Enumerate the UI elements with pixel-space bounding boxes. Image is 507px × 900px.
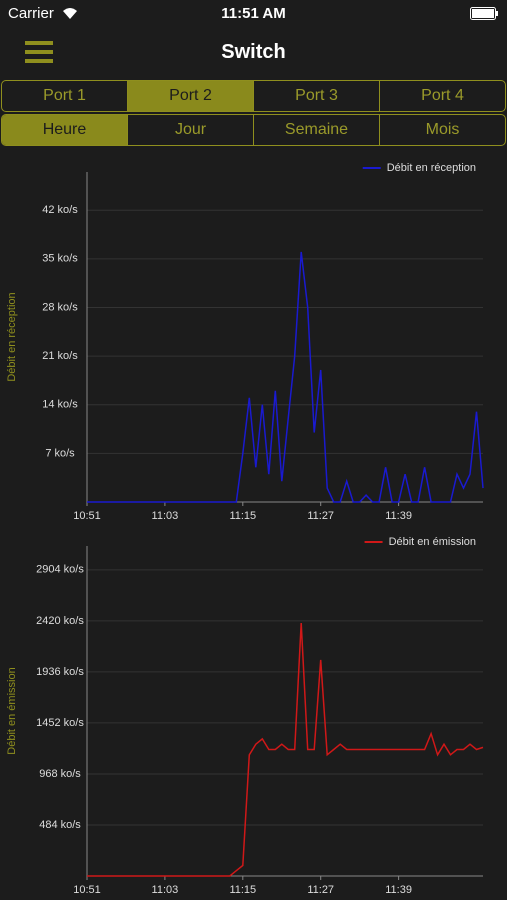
data-line — [87, 622, 484, 877]
nav-bar: Switch — [0, 28, 507, 76]
menu-button[interactable] — [25, 41, 53, 63]
x-tick-label: 11:15 — [229, 884, 256, 896]
y-tick-label: 1452 ko/s — [36, 717, 84, 729]
legend-label: Débit en réception — [387, 162, 476, 174]
x-tick-label: 11:03 — [152, 884, 179, 896]
y-tick-label: 484 ko/s — [39, 819, 81, 831]
y-tick-label: 7 ko/s — [45, 447, 75, 459]
carrier: Carrier — [8, 5, 54, 22]
y-tick-label: 21 ko/s — [42, 350, 78, 362]
y-tick-label: 28 ko/s — [42, 301, 78, 313]
x-tick-label: 11:27 — [307, 510, 334, 522]
y-tick-label: 42 ko/s — [42, 204, 78, 216]
status-bar: Carrier 11:51 AM — [0, 0, 507, 28]
y-axis-title: Débit en réception — [6, 292, 18, 381]
segment-tab[interactable]: Port 3 — [253, 81, 379, 111]
segment-tab[interactable]: Semaine — [253, 115, 379, 145]
segment-tab[interactable]: Jour — [127, 115, 253, 145]
y-tick-label: 1936 ko/s — [36, 666, 84, 678]
y-tick-label: 2420 ko/s — [36, 615, 84, 627]
legend-label: Débit en émission — [389, 536, 476, 548]
y-tick-label: 968 ko/s — [39, 768, 81, 780]
x-tick-label: 11:39 — [385, 510, 412, 522]
port-selector: Port 1 Port 2 Port 3 Port 4 — [1, 80, 506, 112]
data-line — [87, 251, 484, 503]
x-tick-label: 11:39 — [385, 884, 412, 896]
segment-tab[interactable]: Mois — [379, 115, 505, 145]
segment-tab[interactable]: Port 1 — [43, 87, 86, 104]
x-tick-label: 10:51 — [73, 884, 101, 896]
segment-tab[interactable]: Heure — [2, 115, 127, 145]
clock: 11:51 AM — [221, 5, 286, 22]
battery-icon — [470, 7, 498, 20]
x-tick-label: 11:03 — [152, 510, 179, 522]
period-selector: Heure Jour Semaine Mois — [1, 114, 506, 146]
segment-tab[interactable]: Port 2 — [127, 81, 253, 111]
wifi-icon — [63, 8, 77, 19]
y-axis-title: Débit en émission — [6, 667, 18, 754]
x-tick-label: 10:51 — [73, 510, 101, 522]
y-tick-label: 2904 ko/s — [36, 564, 84, 576]
x-tick-label: 11:15 — [229, 510, 256, 522]
y-tick-label: 35 ko/s — [42, 253, 78, 265]
nav-title: Switch — [221, 41, 286, 63]
segment-tab[interactable]: Port 4 — [379, 81, 505, 111]
x-tick-label: 11:27 — [307, 884, 334, 896]
y-tick-label: 14 ko/s — [42, 399, 78, 411]
